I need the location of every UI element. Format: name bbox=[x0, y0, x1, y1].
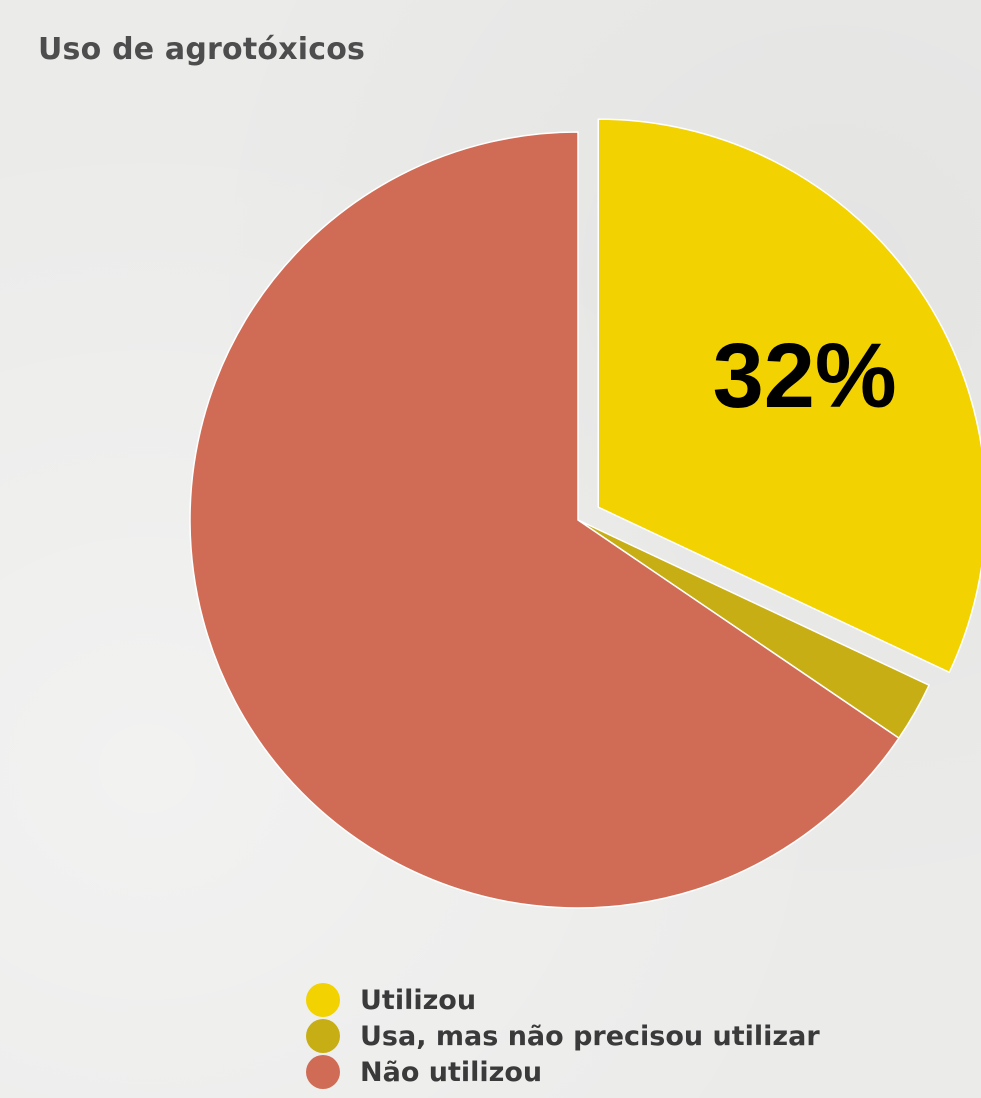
legend-item-utilizou[interactable]: Utilizou bbox=[306, 982, 820, 1018]
legend-dot-utilizou bbox=[306, 983, 340, 1017]
legend-dot-nao-utilizou bbox=[306, 1055, 340, 1089]
legend-item-usa-mas-nao-precisou[interactable]: Usa, mas não precisou utilizar bbox=[306, 1018, 820, 1054]
legend-dot-usa-mas-nao-precisou bbox=[306, 1019, 340, 1053]
pie-slice-nao-utilizou[interactable] bbox=[189, 131, 900, 909]
data-label-utilizou: 32% bbox=[713, 325, 897, 427]
legend-item-nao-utilizou[interactable]: Não utilizou bbox=[306, 1054, 820, 1090]
pie-slice-utilizou[interactable] bbox=[597, 118, 981, 674]
legend: Utilizou Usa, mas não precisou utilizar … bbox=[306, 982, 820, 1090]
chart-title: Uso de agrotóxicos bbox=[38, 32, 366, 67]
legend-label-nao-utilizou: Não utilizou bbox=[360, 1056, 543, 1088]
legend-label-utilizou: Utilizou bbox=[360, 984, 477, 1016]
legend-label-usa-mas-nao-precisou: Usa, mas não precisou utilizar bbox=[360, 1020, 820, 1052]
